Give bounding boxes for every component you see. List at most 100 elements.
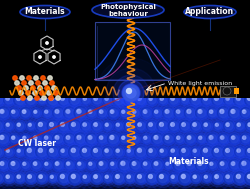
Circle shape <box>0 119 5 133</box>
Circle shape <box>132 109 138 117</box>
Circle shape <box>80 84 113 116</box>
Circle shape <box>208 109 216 117</box>
Circle shape <box>6 175 9 178</box>
Circle shape <box>230 161 238 169</box>
Circle shape <box>223 95 233 105</box>
Circle shape <box>143 162 146 165</box>
Circle shape <box>0 90 8 110</box>
Circle shape <box>164 109 172 117</box>
Circle shape <box>122 133 159 171</box>
Circle shape <box>0 115 20 136</box>
Circle shape <box>9 97 42 129</box>
Circle shape <box>145 94 158 106</box>
Circle shape <box>0 136 4 139</box>
Circle shape <box>198 136 201 139</box>
Circle shape <box>62 87 88 113</box>
Circle shape <box>140 106 152 119</box>
Circle shape <box>154 144 170 160</box>
Circle shape <box>105 146 143 184</box>
Circle shape <box>28 138 56 166</box>
Circle shape <box>134 109 168 143</box>
Circle shape <box>197 91 215 109</box>
Circle shape <box>125 129 145 149</box>
Circle shape <box>160 97 163 100</box>
Circle shape <box>124 120 135 132</box>
Circle shape <box>0 140 10 163</box>
Circle shape <box>46 119 60 133</box>
Circle shape <box>142 117 160 135</box>
Circle shape <box>105 157 121 173</box>
Circle shape <box>50 156 67 174</box>
Circle shape <box>207 116 227 136</box>
Circle shape <box>124 173 134 183</box>
Circle shape <box>171 131 186 147</box>
Circle shape <box>141 134 150 144</box>
Circle shape <box>140 133 151 145</box>
Circle shape <box>61 94 100 132</box>
Circle shape <box>5 174 13 182</box>
Circle shape <box>104 86 132 114</box>
Circle shape <box>68 134 104 170</box>
Circle shape <box>236 131 250 147</box>
Circle shape <box>163 160 172 170</box>
Circle shape <box>22 136 29 143</box>
Circle shape <box>168 128 189 150</box>
Circle shape <box>121 136 124 139</box>
Circle shape <box>192 138 220 166</box>
Circle shape <box>145 146 158 159</box>
Circle shape <box>121 110 124 113</box>
Circle shape <box>83 105 99 121</box>
Circle shape <box>210 145 224 159</box>
Circle shape <box>14 120 26 132</box>
Circle shape <box>233 128 250 150</box>
Circle shape <box>36 81 40 85</box>
Circle shape <box>80 102 102 124</box>
Circle shape <box>6 149 12 156</box>
Circle shape <box>173 133 184 145</box>
Circle shape <box>152 141 173 163</box>
Circle shape <box>128 165 153 189</box>
Circle shape <box>225 86 250 114</box>
Circle shape <box>193 131 208 147</box>
Circle shape <box>54 168 74 188</box>
Circle shape <box>77 151 105 179</box>
Circle shape <box>12 110 15 113</box>
Circle shape <box>46 94 59 106</box>
Circle shape <box>194 158 208 172</box>
Circle shape <box>100 118 115 134</box>
Circle shape <box>80 94 91 106</box>
Circle shape <box>163 168 184 188</box>
Circle shape <box>36 120 48 132</box>
Circle shape <box>44 110 48 113</box>
Circle shape <box>134 171 147 185</box>
Circle shape <box>158 155 178 175</box>
Circle shape <box>96 159 108 171</box>
Circle shape <box>183 132 196 146</box>
Circle shape <box>217 149 250 181</box>
Circle shape <box>183 114 208 138</box>
Circle shape <box>4 146 15 158</box>
Circle shape <box>159 122 163 126</box>
Circle shape <box>68 93 82 107</box>
Circle shape <box>36 94 48 106</box>
Circle shape <box>155 100 180 126</box>
Circle shape <box>182 86 209 114</box>
Circle shape <box>28 113 55 139</box>
Circle shape <box>75 90 96 110</box>
Circle shape <box>215 139 241 165</box>
Circle shape <box>186 136 190 139</box>
Circle shape <box>32 161 40 169</box>
Circle shape <box>164 117 182 135</box>
Circle shape <box>85 88 108 112</box>
Circle shape <box>56 144 72 160</box>
Circle shape <box>0 144 6 160</box>
Circle shape <box>40 113 66 139</box>
Circle shape <box>144 108 180 144</box>
Circle shape <box>183 158 196 172</box>
Circle shape <box>124 146 135 158</box>
Circle shape <box>230 143 248 161</box>
Circle shape <box>26 147 36 157</box>
Circle shape <box>81 155 102 175</box>
Circle shape <box>59 147 69 157</box>
Text: Application: Application <box>185 8 234 16</box>
